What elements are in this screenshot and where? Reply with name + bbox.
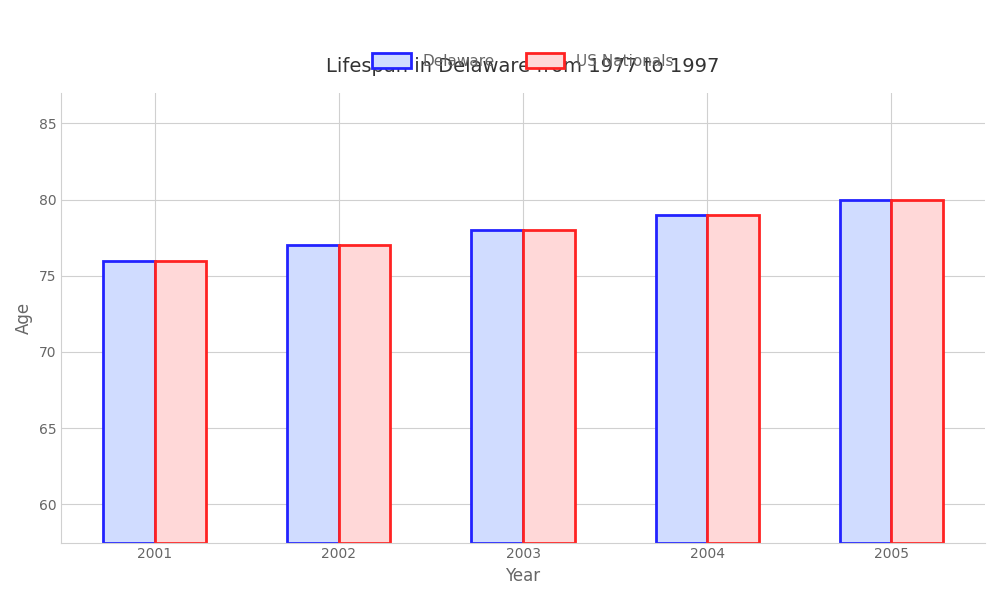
- Bar: [707, 215, 759, 542]
- Bar: [471, 230, 523, 542]
- Y-axis label: Age: Age: [15, 302, 33, 334]
- Bar: [339, 245, 390, 542]
- Bar: [287, 245, 339, 542]
- Bar: [103, 260, 155, 542]
- Bar: [523, 230, 575, 542]
- X-axis label: Year: Year: [505, 567, 541, 585]
- Bar: [656, 215, 707, 542]
- Bar: [891, 200, 943, 542]
- Legend: Delaware, US Nationals: Delaware, US Nationals: [366, 46, 680, 74]
- Bar: [840, 200, 891, 542]
- Title: Lifespan in Delaware from 1977 to 1997: Lifespan in Delaware from 1977 to 1997: [326, 57, 720, 76]
- Bar: [155, 260, 206, 542]
